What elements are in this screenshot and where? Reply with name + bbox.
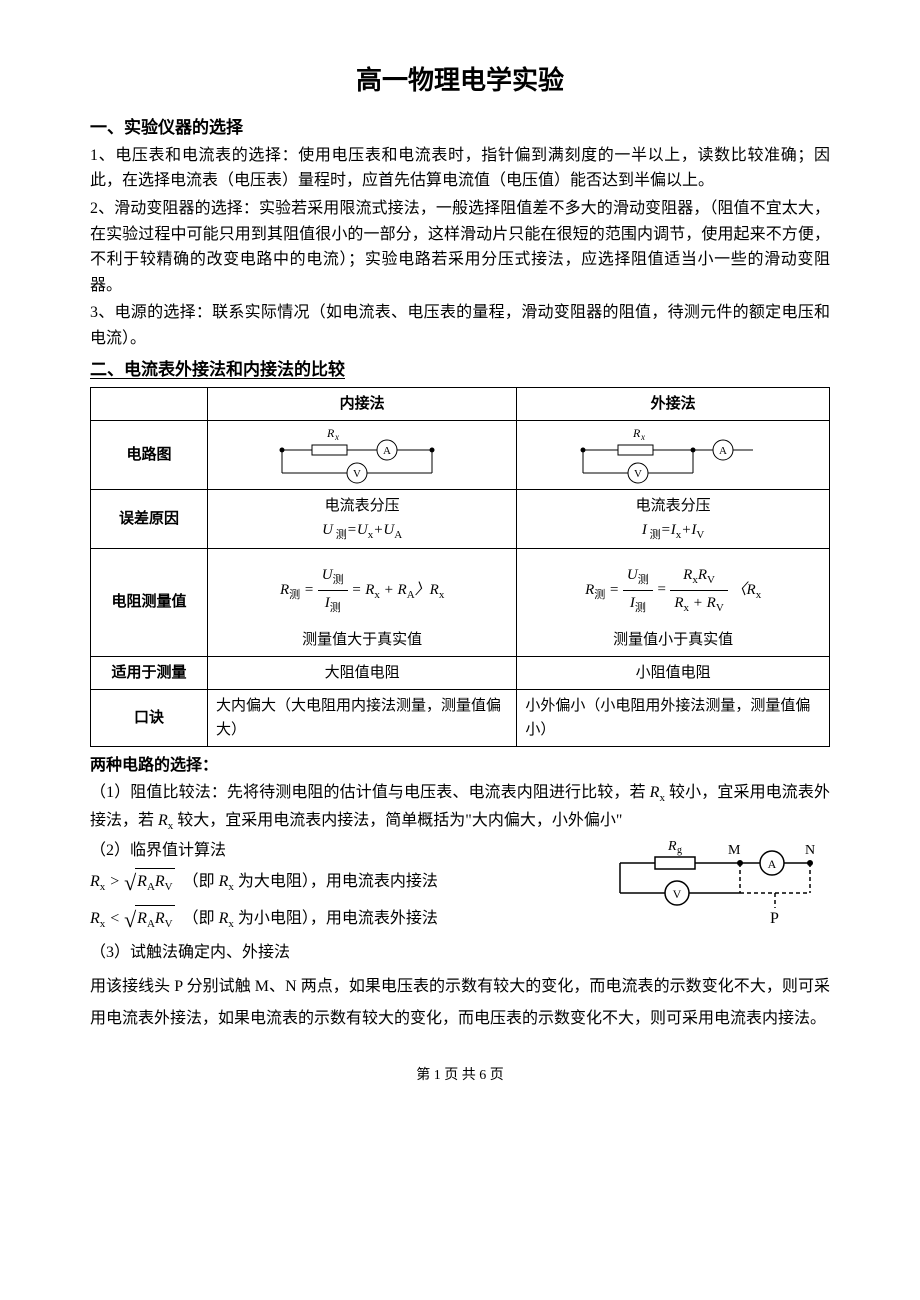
section1-p2: 2、滑动变阻器的选择：实验若采用限流式接法，一般选择阻值差不多大的滑动变阻器，（… [90,196,830,298]
tip-inner: 大内偏大（大电阻用内接法测量，测量值偏大） [208,689,517,746]
circuit-outer-svg: R x A V [573,425,773,485]
section2-head: 二、电流表外接法和内接法的比较 [90,356,830,383]
svg-text:M: M [728,843,741,858]
svg-text:V: V [353,468,361,480]
reason-outer-text: 电流表分压 [636,498,711,514]
reason-outer-eq: I 测=Ix+IV [642,522,704,538]
row-suit: 适用于测量 [91,656,208,689]
reason-inner-eq: U 测=Ux+UA [322,522,402,538]
reason-inner-text: 电流表分压 [325,498,400,514]
svg-text:R: R [667,839,677,854]
value-inner-note: 测量值大于真实值 [302,632,422,648]
svg-text:A: A [719,445,727,457]
page-footer: 第 1 页 共 6 页 [90,1065,830,1087]
svg-text:x: x [334,432,339,442]
eq1-tail: 为大电阻），用电流表内接法 [234,873,438,890]
row-value: 电阻测量值 [91,549,208,656]
comparison-table: 内接法 外接法 电路图 R x A V [90,387,830,747]
col-inner: 内接法 [208,387,517,420]
choice-p2: （2）临界值计算法 [90,838,600,864]
svg-text:A: A [383,445,391,457]
svg-text:P: P [770,910,779,927]
section1-p1: 1、电压表和电流表的选择：使用电压表和电流表时，指针偏到满刻度的一半以上，读数比… [90,143,830,194]
circuit-outer: R x A V [517,420,830,489]
trial-circuit-svg: R g M A N V P [610,838,830,928]
row-tip: 口诀 [91,689,208,746]
value-outer: R测 = U测I测 = RxRVRx + RV 〈Rx 测量值小于真实值 [517,549,830,656]
svg-text:A: A [768,857,777,871]
reason-inner: 电流表分压 U 测=Ux+UA [208,489,517,549]
svg-text:V: V [673,887,682,901]
row-circuit: 电路图 [91,420,208,489]
choice-p1a: （1）阻值比较法：先将待测电阻的估计值与电压表、电流表内阻进行比较，若 [90,784,650,801]
suit-inner: 大阻值电阻 [208,656,517,689]
choice-p4: 用该接线头 P 分别试触 M、N 两点，如果电压表的示数有较大的变化，而电流表的… [90,971,830,1035]
svg-text:R: R [326,426,335,440]
choice-p1: （1）阻值比较法：先将待测电阻的估计值与电压表、电流表内阻进行比较，若 Rx 较… [90,780,830,836]
choice-eq2: Rx < √RARV （即 Rx 为小电阻），用电流表外接法 [90,902,600,937]
choice-p3: （3）试触法确定内、外接法 [90,940,600,966]
choice-eq1: Rx > √RARV （即 Rx 为大电阻），用电流表内接法 [90,865,600,900]
tip-outer: 小外偏小（小电阻用外接法测量，测量值偏小） [517,689,830,746]
trial-circuit: R g M A N V P [610,838,830,937]
svg-text:N: N [805,843,815,858]
circuit-inner: R x A V [208,420,517,489]
col-outer: 外接法 [517,387,830,420]
suit-outer: 小阻值电阻 [517,656,830,689]
value-outer-note: 测量值小于真实值 [613,632,733,648]
svg-text:R: R [632,426,641,440]
page-title: 高一物理电学实验 [90,60,830,102]
svg-text:V: V [634,468,642,480]
reason-outer: 电流表分压 I 测=Ix+IV [517,489,830,549]
value-inner: R测 = U测I测 = Rx + RA〉Rx 测量值大于真实值 [208,549,517,656]
section1-head: 一、实验仪器的选择 [90,114,830,141]
eq2-tail: 为小电阻），用电流表外接法 [234,910,438,927]
choice-head: 两种电路的选择： [90,753,830,779]
circuit-inner-svg: R x A V [272,425,452,485]
choice-p1c: 较大，宜采用电流表内接法，简单概括为"大内偏大，小外偏小" [173,812,622,829]
row-reason: 误差原因 [91,489,208,549]
svg-text:x: x [640,432,645,442]
section1-p3: 3、电源的选择：联系实际情况（如电流表、电压表的量程，滑动变阻器的阻值，待测元件… [90,300,830,351]
table-corner [91,387,208,420]
svg-text:g: g [677,845,682,856]
